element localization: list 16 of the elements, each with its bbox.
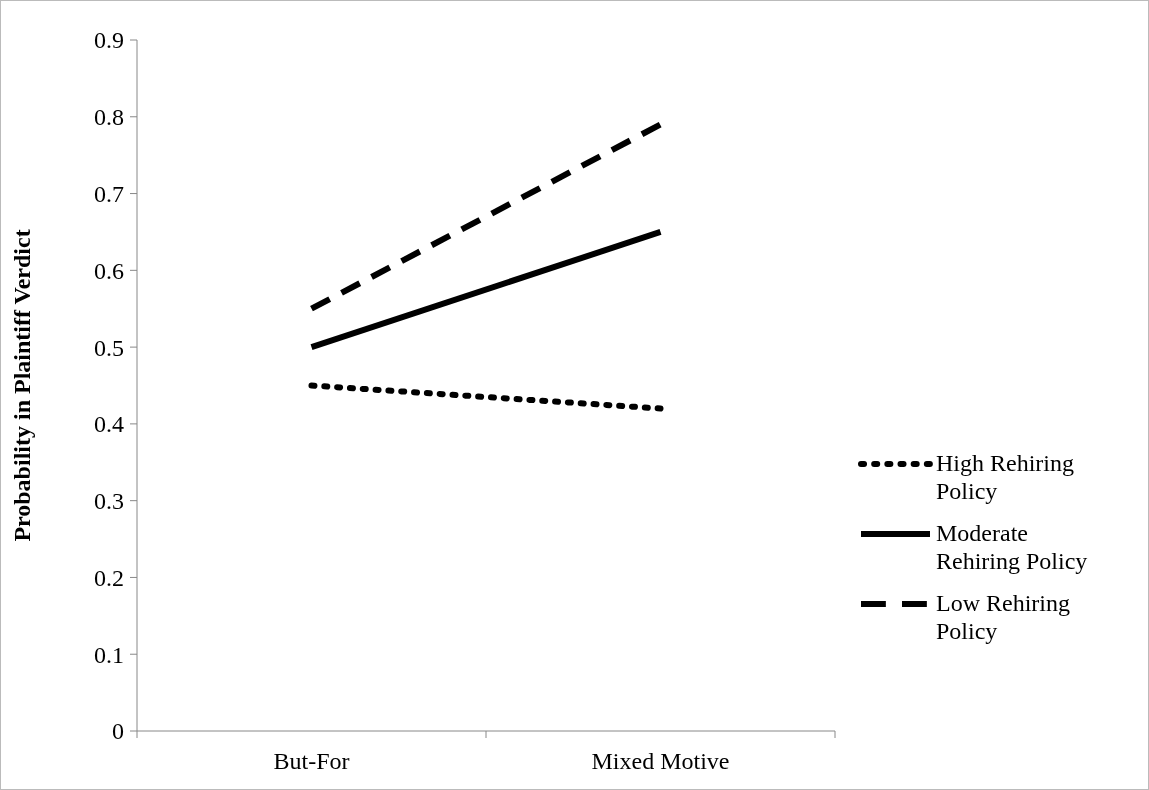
y-tick-label: 0.9 [94, 27, 124, 54]
legend-label: Moderate Rehiring Policy [936, 520, 1088, 574]
y-tick-label: 0.8 [94, 104, 124, 131]
y-tick-label: 0.5 [94, 334, 124, 361]
x-tick-label: Mixed Motive [591, 748, 730, 774]
y-tick-label: 0.6 [94, 257, 124, 284]
legend-label: Low Rehiring Policy [936, 590, 1070, 644]
y-tick-label: 0 [112, 718, 124, 745]
y-axis-title: Probability in Plaintiff Verdict [9, 229, 35, 542]
y-tick-label: 0.3 [94, 488, 124, 515]
x-tick-label: But-For [273, 748, 350, 774]
y-tick-label: 0.2 [94, 564, 124, 591]
y-tick-label: 0.7 [94, 180, 124, 207]
legend-label: High Rehiring Policy [936, 450, 1074, 504]
y-tick-label: 0.1 [94, 641, 124, 668]
y-tick-label: 0.4 [94, 411, 124, 438]
